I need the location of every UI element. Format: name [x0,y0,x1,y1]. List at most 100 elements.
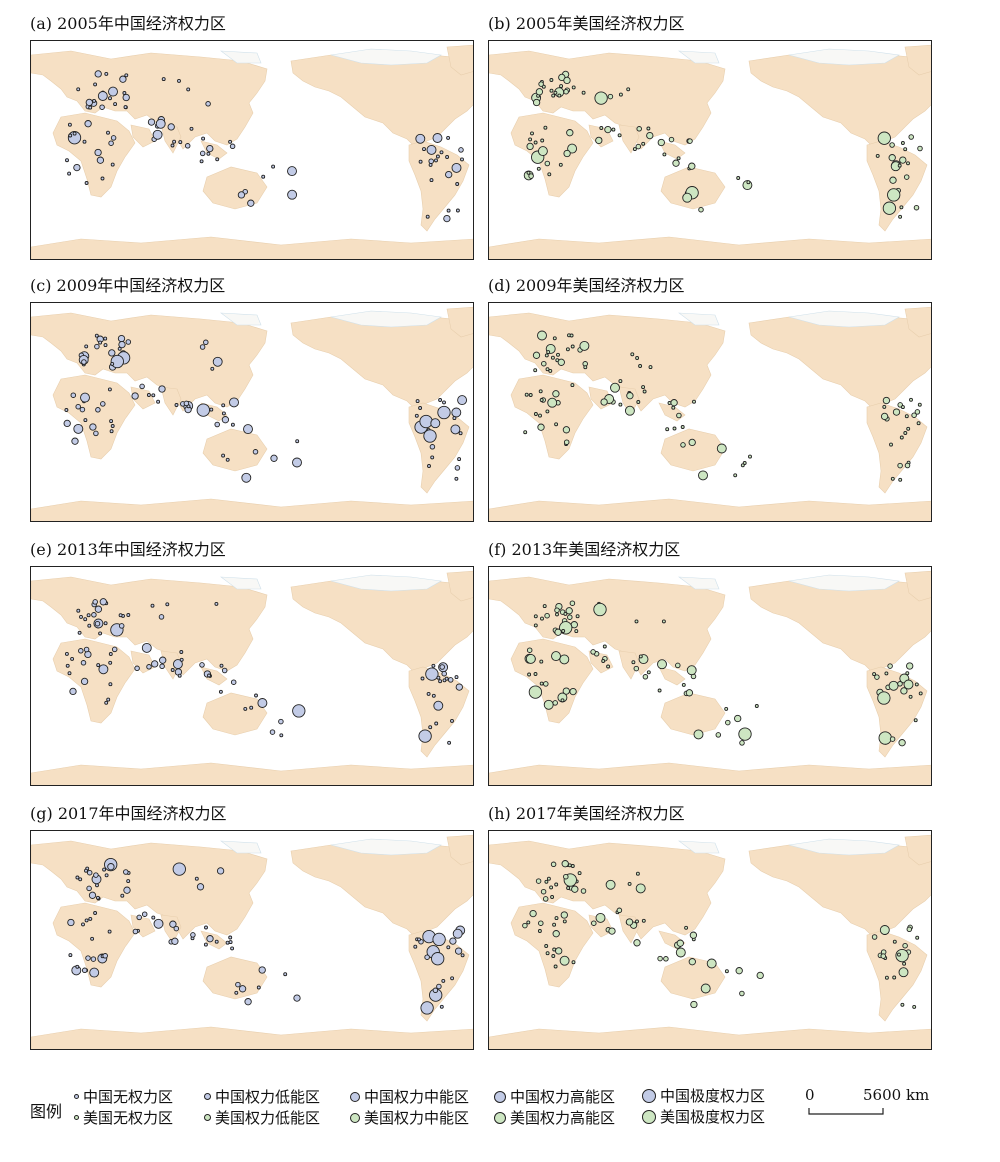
power-zone-marker [136,914,142,921]
power-zone-marker [554,882,559,887]
power-zone-marker [627,881,632,886]
power-zone-marker [890,476,895,481]
power-zone-marker [423,429,437,443]
legend-item: 中国极度权力区 [642,1085,765,1106]
power-zone-marker [170,143,175,148]
power-zone-marker [214,421,220,428]
power-zone-marker [900,687,908,695]
power-zone-marker [565,607,573,615]
power-zone-marker [555,612,559,617]
power-zone-marker [206,935,214,943]
power-zone-marker [648,365,653,370]
ice-area [330,574,442,592]
power-zone-marker [690,1000,698,1009]
power-zone-marker [93,872,99,878]
power-zone-marker [580,888,587,894]
power-zone-marker [624,405,635,416]
power-zone-marker [97,91,108,101]
power-zone-marker [903,147,908,152]
power-zone-marker [199,150,206,157]
landmass [904,306,931,338]
legend-item: 美国权力高能区 [494,1107,615,1128]
power-zone-marker [76,87,81,92]
power-zone-marker [109,429,114,434]
power-zone-marker [65,663,70,668]
power-zone-marker [591,920,597,926]
power-zone-marker [746,180,751,185]
power-zone-marker [538,81,544,87]
power-zone-marker [607,93,614,100]
power-zone-marker [522,922,528,929]
power-zone-marker [258,966,266,974]
power-zone-marker [698,470,708,481]
power-zone-marker [70,392,77,398]
power-zone-marker [671,405,676,410]
power-zone-marker [441,670,447,677]
power-zone-marker [887,663,893,669]
power-zone-marker [86,613,91,618]
power-zone-marker [538,920,544,926]
power-zone-marker [527,672,532,677]
power-zone-marker [724,969,729,974]
power-zone-marker [672,159,680,167]
power-zone-marker [914,409,921,415]
power-zone-marker [657,138,665,147]
power-zone-marker [221,667,228,674]
ice-area [220,840,262,854]
power-zone-marker [159,656,167,664]
power-zone-marker [888,154,896,162]
power-zone-marker [420,1001,434,1015]
power-zone-marker [418,729,432,743]
legend: 图例 中国无权力区 中国权力低能区 中国权力中能区 中国权力高能区 中国极度权力… [30,1082,970,1152]
power-zone-marker [563,873,569,880]
power-zone-marker [94,70,102,78]
power-zone-marker [79,614,83,619]
power-zone-marker [174,403,179,407]
power-zone-marker [884,975,889,980]
legend-circle-icon [74,1094,79,1099]
power-zone-marker [549,78,554,82]
power-zone-marker [882,396,891,405]
power-zone-marker [899,435,904,440]
power-zone-marker [113,102,118,107]
power-zone-marker [546,350,551,355]
power-zone-marker [635,143,642,150]
legend-circle-icon [642,1088,656,1103]
power-zone-marker [560,911,568,919]
power-zone-marker [563,76,571,85]
power-zone-marker [76,608,81,613]
power-zone-marker [134,665,140,672]
landmass [446,44,473,76]
legend-label: 美国无权力区 [83,1109,174,1127]
power-zone-marker [88,916,93,921]
power-zone-marker [432,932,446,947]
power-zone-marker [221,403,226,408]
power-zone-marker [880,412,889,421]
power-zone-marker [283,972,288,977]
panel-title: (f) 2013年美国经济权力区 [488,540,681,559]
power-zone-marker [446,135,451,140]
power-zone-marker [549,885,554,890]
power-zone-marker [155,118,166,129]
power-zone-marker [595,136,603,145]
power-zone-marker [552,930,560,938]
power-zone-marker [75,964,80,969]
power-zone-marker [214,601,219,606]
power-zone-marker [70,656,75,661]
legend-circle-icon [350,1112,360,1123]
power-zone-marker [439,664,445,670]
power-zone-marker [902,961,907,966]
power-zone-marker [913,204,920,211]
power-zone-marker [178,140,183,145]
landmass [446,834,473,866]
world-map [489,567,931,785]
legend-label: 中国权力低能区 [215,1088,321,1106]
legend-circle-icon [350,1091,360,1102]
power-zone-marker [99,104,105,110]
power-zone-marker [80,677,89,686]
power-zone-marker [558,162,563,167]
power-zone-marker [219,663,224,668]
power-zone-marker [108,86,118,97]
world-map [489,303,931,521]
power-zone-marker [544,879,549,884]
